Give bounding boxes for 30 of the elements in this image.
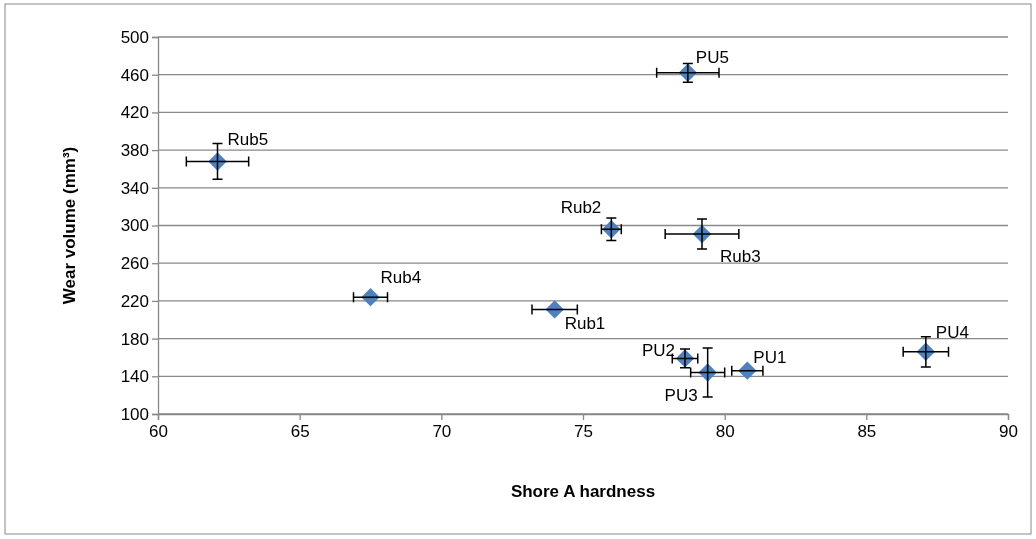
y-tick-label: 460	[120, 65, 149, 85]
x-tick-label: 85	[857, 422, 877, 442]
y-tick-label: 300	[120, 216, 149, 236]
data-label: PU4	[935, 322, 969, 342]
data-label: Rub4	[380, 268, 422, 288]
y-tick-label: 420	[120, 103, 149, 123]
x-tick-label: 90	[999, 422, 1018, 442]
x-tick-label: 75	[574, 422, 593, 442]
data-label: Rub5	[227, 130, 269, 150]
data-label: Rub3	[720, 246, 761, 266]
x-tick-label: 80	[715, 422, 735, 442]
x-tick-label: 70	[432, 422, 452, 442]
y-tick-label: 220	[120, 291, 149, 311]
data-label: PU5	[695, 47, 729, 67]
data-label: Rub1	[564, 314, 606, 334]
y-axis-title: Wear volume (mm³)	[60, 146, 79, 305]
y-tick-label: 180	[120, 329, 149, 349]
data-label: PU3	[664, 385, 698, 405]
data-label: PU1	[753, 347, 787, 367]
data-label: Rub2	[560, 198, 602, 218]
data-label: PU2	[641, 341, 675, 361]
x-tick-label: 60	[149, 422, 168, 442]
y-tick-label: 260	[120, 254, 149, 274]
x-tick-label: 65	[290, 422, 310, 442]
x-axis-title: Shore A hardness	[510, 482, 656, 501]
y-tick-label: 380	[120, 141, 149, 161]
y-tick-label: 100	[120, 404, 149, 424]
y-tick-label: 340	[120, 178, 149, 198]
y-tick-label: 500	[120, 27, 149, 47]
y-tick-label: 140	[120, 367, 149, 387]
